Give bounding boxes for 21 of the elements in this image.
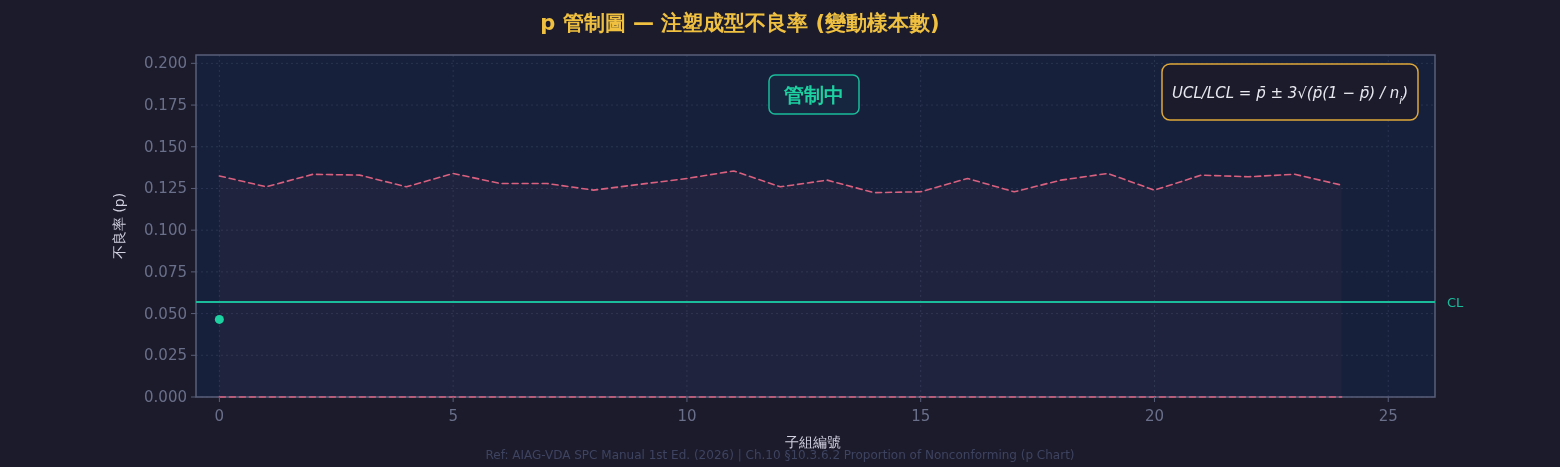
- y-tick-label: 0.025: [144, 346, 187, 365]
- y-tick-label: 0.100: [144, 221, 187, 240]
- x-tick-label: 5: [448, 407, 458, 425]
- x-tick-label: 20: [1144, 407, 1165, 425]
- annotation: UCL/LCL = p̄ ± 3√(p̄(1 − p̄) / n$_{i}$): [1171, 84, 1409, 106]
- x-tick-label: 0: [214, 407, 225, 425]
- y-tick-label: 0.200: [144, 54, 187, 73]
- y-axis-title: 不良率 (p): [111, 192, 127, 260]
- y-tick-label: 0.175: [144, 96, 187, 115]
- y-tick-label: 0.150: [144, 137, 187, 156]
- x-tick-label: 25: [1378, 407, 1398, 425]
- y-tick-label: 0.125: [144, 179, 187, 198]
- y-tick-label: 0.075: [144, 262, 187, 281]
- chart-title: p 管制圖 — 注塑成型不良率 (變動樣本數): [540, 11, 940, 35]
- x-tick-label: 10: [677, 407, 697, 425]
- annotation: 管制中: [783, 83, 844, 107]
- y-tick-label: 0.050: [144, 304, 187, 323]
- ref-line-label: CL: [1447, 294, 1465, 310]
- x-tick-label: 15: [911, 407, 931, 425]
- y-tick-label: 0.000: [144, 388, 187, 406]
- x-axis-title: 子組編號: [784, 434, 841, 450]
